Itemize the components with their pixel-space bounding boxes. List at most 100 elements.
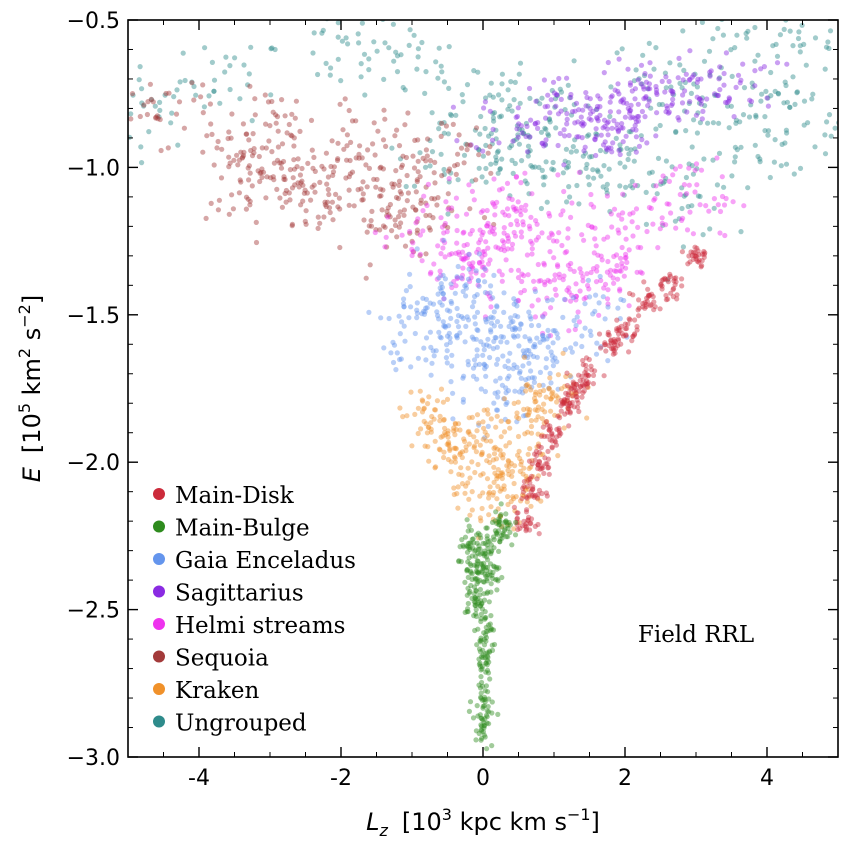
data-point	[504, 399, 510, 406]
data-point	[389, 181, 395, 187]
data-point	[520, 348, 526, 354]
data-point	[699, 20, 705, 25]
data-point	[480, 471, 486, 477]
data-point	[565, 226, 571, 232]
data-point	[474, 703, 480, 709]
data-point	[549, 431, 555, 437]
data-point	[528, 423, 535, 430]
data-point	[335, 34, 341, 40]
data-point	[547, 423, 553, 429]
legend-item: Helmi streams	[153, 613, 345, 639]
data-point	[625, 156, 631, 163]
data-point	[427, 157, 433, 164]
data-point	[251, 146, 257, 152]
data-point	[482, 688, 488, 694]
data-point	[499, 238, 506, 244]
data-point	[486, 696, 492, 702]
data-point	[487, 538, 493, 544]
data-point	[406, 42, 412, 49]
data-point	[573, 341, 579, 347]
data-point	[482, 429, 488, 435]
data-point	[634, 327, 640, 333]
data-point	[487, 257, 493, 263]
data-point	[493, 335, 499, 341]
data-point	[745, 28, 751, 34]
data-point	[553, 442, 560, 448]
data-point	[299, 178, 305, 184]
data-point	[497, 539, 503, 545]
data-point	[620, 191, 626, 197]
data-point	[604, 269, 611, 275]
data-point	[525, 354, 531, 361]
data-point	[530, 474, 536, 480]
data-point	[435, 243, 441, 249]
data-point	[549, 444, 555, 450]
data-point	[400, 301, 407, 307]
data-point	[476, 646, 483, 652]
series-sequoia	[128, 80, 497, 281]
data-point	[473, 728, 479, 734]
data-point	[511, 206, 517, 212]
data-point	[601, 373, 607, 379]
data-point	[501, 239, 507, 245]
data-point	[646, 204, 653, 211]
data-point	[396, 224, 402, 230]
data-point	[543, 461, 549, 467]
data-point	[583, 90, 589, 96]
data-point	[432, 407, 438, 413]
data-point	[684, 191, 690, 197]
data-point	[605, 331, 611, 338]
data-point	[454, 332, 460, 338]
series-ungrouped	[128, 20, 838, 283]
data-point	[495, 483, 501, 489]
data-point	[515, 297, 521, 303]
data-point	[482, 694, 488, 701]
data-point	[485, 654, 491, 661]
data-point	[499, 535, 505, 541]
data-point	[477, 260, 483, 266]
data-point	[477, 237, 484, 243]
data-point	[483, 564, 489, 570]
data-point	[526, 492, 532, 498]
data-point	[499, 532, 505, 538]
data-point	[530, 344, 537, 350]
data-point	[632, 115, 638, 121]
data-point	[464, 142, 470, 148]
data-point	[659, 286, 665, 292]
data-point	[803, 62, 809, 68]
data-point	[620, 139, 626, 145]
data-point	[485, 689, 491, 695]
data-point	[550, 389, 556, 395]
data-point	[492, 444, 498, 450]
data-point	[406, 315, 412, 321]
data-point	[433, 348, 439, 354]
data-point	[484, 720, 490, 726]
data-point	[543, 394, 549, 400]
data-point	[645, 103, 651, 109]
data-point	[615, 88, 621, 94]
data-point	[515, 275, 522, 281]
data-point	[648, 105, 654, 111]
data-point	[619, 331, 625, 337]
data-point	[537, 339, 543, 345]
data-point	[444, 307, 450, 313]
data-point	[489, 228, 495, 234]
data-point	[540, 332, 546, 339]
data-point	[523, 202, 529, 208]
data-point	[547, 333, 554, 339]
data-point	[211, 77, 218, 83]
data-point	[505, 501, 511, 508]
data-point	[587, 105, 593, 112]
data-point	[573, 322, 579, 329]
data-point	[482, 279, 488, 285]
data-point	[454, 240, 460, 246]
data-point	[493, 136, 499, 142]
data-point	[382, 224, 388, 230]
data-point	[692, 71, 698, 77]
data-point	[489, 647, 496, 654]
data-point	[421, 311, 428, 317]
data-point	[446, 168, 452, 174]
data-point	[697, 193, 703, 200]
data-point	[561, 425, 567, 431]
data-point	[617, 255, 624, 261]
